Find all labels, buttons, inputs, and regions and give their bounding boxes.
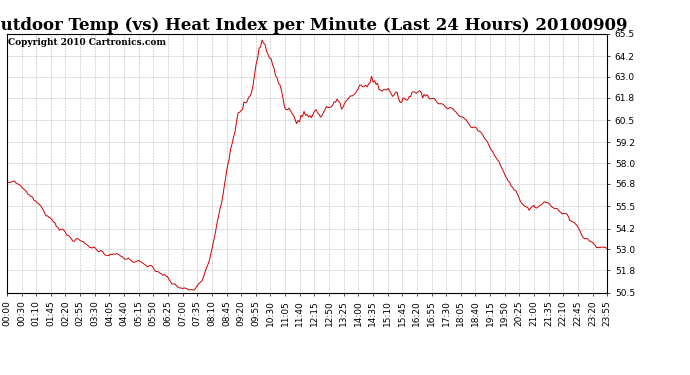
Title: Outdoor Temp (vs) Heat Index per Minute (Last 24 Hours) 20100909: Outdoor Temp (vs) Heat Index per Minute … [0, 16, 628, 34]
Text: Copyright 2010 Cartronics.com: Copyright 2010 Cartronics.com [8, 38, 166, 46]
